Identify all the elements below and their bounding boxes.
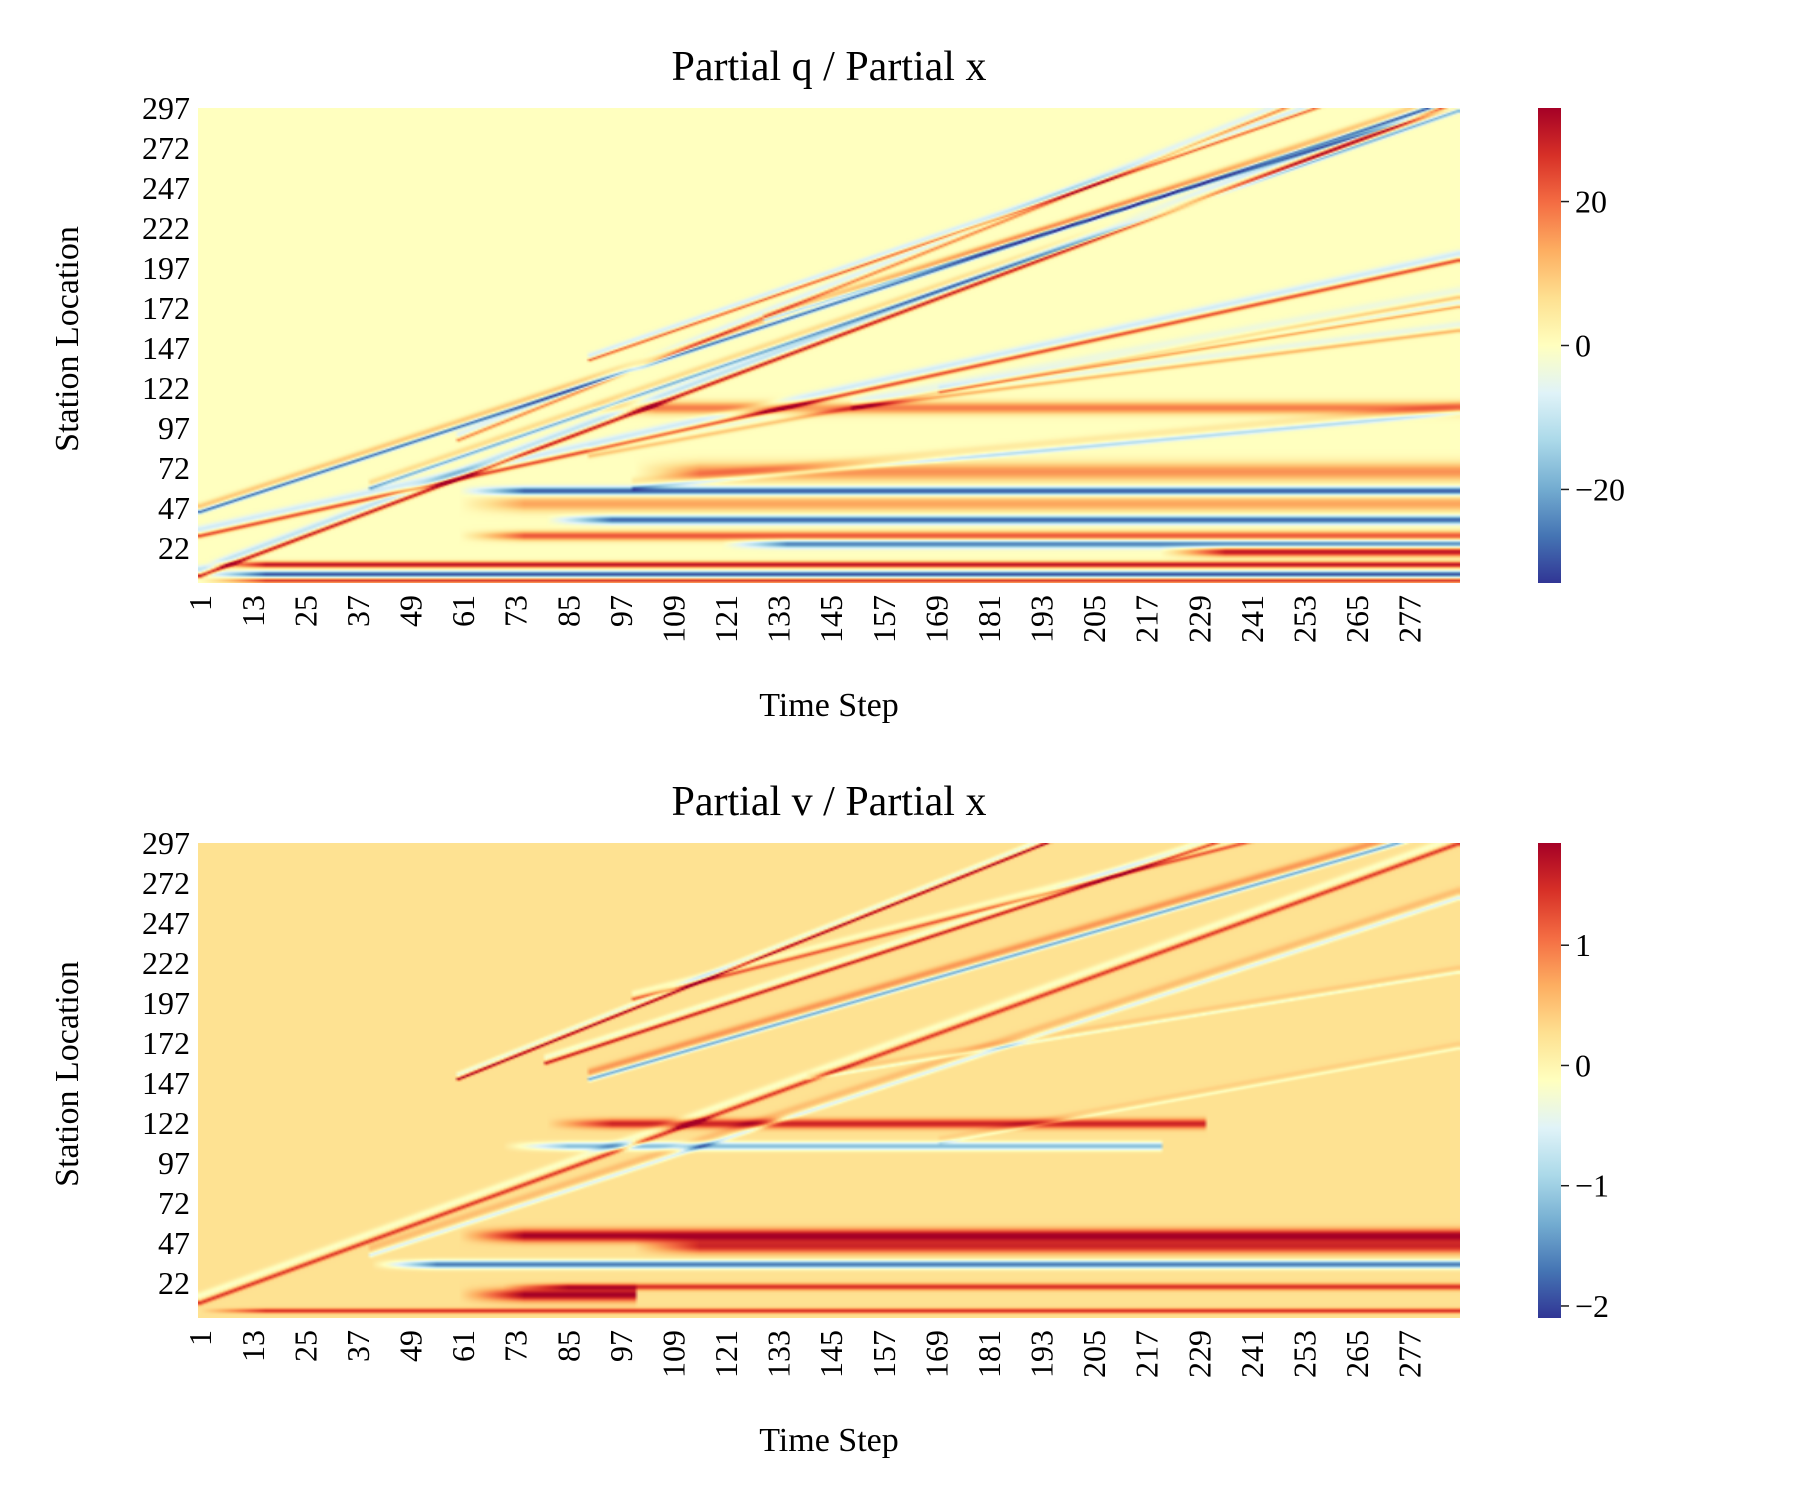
colorbar xyxy=(1538,108,1561,583)
colorbar-tick-label: 20 xyxy=(1575,184,1607,220)
x-tick-label: 121 xyxy=(708,595,744,643)
x-tick-label: 241 xyxy=(1234,1330,1270,1378)
x-tick-label: 277 xyxy=(1392,595,1428,643)
x-tick-label: 109 xyxy=(655,595,691,643)
x-tick-label: 229 xyxy=(1181,595,1217,643)
y-tick-label: 47 xyxy=(158,1225,190,1261)
x-tick-label: 1 xyxy=(182,595,218,611)
chart-title: Partial v / Partial x xyxy=(672,779,987,825)
colorbar-tick-label: 0 xyxy=(1575,1047,1591,1083)
heatmap-panel-dqdx: Partial q / Partial x Time Step Station … xyxy=(49,44,1625,724)
x-tick-label: 277 xyxy=(1392,1330,1428,1378)
x-tick-label: 157 xyxy=(866,1330,902,1378)
x-tick-label: 217 xyxy=(1129,1330,1165,1378)
y-tick-label: 297 xyxy=(142,90,190,126)
x-tick-label: 133 xyxy=(761,595,797,643)
x-tick-label: 85 xyxy=(550,595,586,627)
heatmap-panel-dvdx: Partial v / Partial x Time Step Station … xyxy=(0,735,1800,1485)
x-tick-label: 97 xyxy=(603,1330,639,1362)
y-tick-label: 247 xyxy=(142,905,190,941)
y-tick-label: 247 xyxy=(142,170,190,206)
x-tick-label: 73 xyxy=(498,1330,534,1362)
x-tick-label: 13 xyxy=(235,1330,271,1362)
x-tick-label: 265 xyxy=(1339,595,1375,643)
x-axis-label: Time Step xyxy=(759,1422,899,1459)
x-tick-label: 37 xyxy=(340,1330,376,1362)
x-tick-label: 205 xyxy=(1076,1330,1112,1378)
x-tick-label: 97 xyxy=(603,595,639,627)
x-tick-label: 193 xyxy=(1024,1330,1060,1378)
y-axis-label: Station Location xyxy=(49,226,86,452)
y-tick-label: 222 xyxy=(142,945,190,981)
colorbar xyxy=(1538,843,1561,1318)
x-tick-label: 253 xyxy=(1286,1330,1322,1378)
x-tick-label: 49 xyxy=(393,1330,429,1362)
chart-title: Partial q / Partial x xyxy=(672,44,987,90)
y-tick-label: 197 xyxy=(142,250,190,286)
colorbar-tick-label: 0 xyxy=(1575,328,1591,364)
y-tick-label: 297 xyxy=(142,825,190,861)
y-tick-label: 97 xyxy=(158,410,190,446)
x-tick-label: 145 xyxy=(813,1330,849,1378)
y-axis-label: Station Location xyxy=(49,961,86,1187)
heatmap-dqdx-svg: Partial q / Partial x Time Step Station … xyxy=(49,44,1625,724)
x-tick-label: 229 xyxy=(1181,1330,1217,1378)
x-tick-label: 145 xyxy=(813,595,849,643)
x-tick-label: 73 xyxy=(498,595,534,627)
colorbar-tick-label: −2 xyxy=(1575,1288,1609,1324)
x-tick-label: 205 xyxy=(1076,595,1112,643)
y-tick-label: 122 xyxy=(142,370,190,406)
y-tick-label: 147 xyxy=(142,330,190,366)
y-tick-label: 197 xyxy=(142,985,190,1021)
y-tick-label: 272 xyxy=(142,865,190,901)
colorbar-tick-label: −20 xyxy=(1575,471,1625,507)
x-tick-label: 121 xyxy=(708,1330,744,1378)
y-tick-label: 147 xyxy=(142,1065,190,1101)
x-tick-label: 1 xyxy=(182,1330,218,1346)
colorbar-tick-label: 1 xyxy=(1575,927,1591,963)
x-tick-label: 61 xyxy=(445,1330,481,1362)
x-tick-label: 181 xyxy=(971,1330,1007,1378)
x-tick-label: 61 xyxy=(445,595,481,627)
x-axis-label: Time Step xyxy=(759,687,899,724)
y-tick-label: 22 xyxy=(158,1265,190,1301)
x-tick-label: 133 xyxy=(761,1330,797,1378)
x-tick-label: 241 xyxy=(1234,595,1270,643)
y-tick-label: 172 xyxy=(142,290,190,326)
colorbar-tick-label: −1 xyxy=(1575,1168,1609,1204)
x-tick-label: 169 xyxy=(918,1330,954,1378)
heatmap-cells xyxy=(198,843,1460,1318)
x-tick-label: 265 xyxy=(1339,1330,1375,1378)
y-tick-label: 222 xyxy=(142,210,190,246)
heatmap-dvdx-svg: Partial v / Partial x Time Step Station … xyxy=(49,779,1609,1459)
x-tick-label: 169 xyxy=(918,595,954,643)
y-tick-label: 122 xyxy=(142,1105,190,1141)
x-tick-label: 157 xyxy=(866,595,902,643)
x-tick-label: 49 xyxy=(393,595,429,627)
y-tick-label: 172 xyxy=(142,1025,190,1061)
x-tick-label: 25 xyxy=(287,1330,323,1362)
x-tick-label: 109 xyxy=(655,1330,691,1378)
y-tick-label: 97 xyxy=(158,1145,190,1181)
x-tick-label: 37 xyxy=(340,595,376,627)
x-tick-label: 181 xyxy=(971,595,1007,643)
x-tick-label: 253 xyxy=(1286,595,1322,643)
y-tick-label: 22 xyxy=(158,530,190,566)
x-tick-label: 217 xyxy=(1129,595,1165,643)
y-tick-label: 272 xyxy=(142,130,190,166)
x-tick-label: 85 xyxy=(550,1330,586,1362)
x-tick-label: 193 xyxy=(1024,595,1060,643)
y-tick-label: 72 xyxy=(158,450,190,486)
x-tick-label: 13 xyxy=(235,595,271,627)
x-tick-label: 25 xyxy=(287,595,323,627)
y-tick-label: 47 xyxy=(158,490,190,526)
y-tick-label: 72 xyxy=(158,1185,190,1221)
heatmap-cells xyxy=(198,108,1460,583)
